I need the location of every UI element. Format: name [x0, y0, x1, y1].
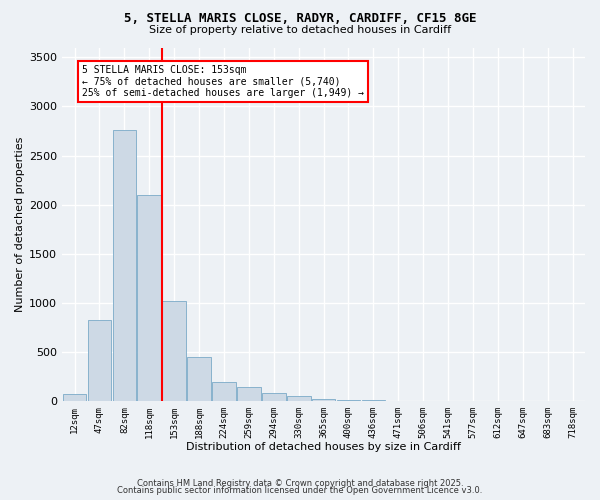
Bar: [163, 301, 186, 401]
Text: 5 STELLA MARIS CLOSE: 153sqm
← 75% of detached houses are smaller (5,740)
25% of: 5 STELLA MARIS CLOSE: 153sqm ← 75% of de…: [82, 65, 364, 98]
X-axis label: Distribution of detached houses by size in Cardiff: Distribution of detached houses by size …: [186, 442, 461, 452]
Bar: [63, 394, 86, 401]
Text: Size of property relative to detached houses in Cardiff: Size of property relative to detached ho…: [149, 25, 451, 35]
Bar: [287, 396, 311, 401]
Bar: [137, 195, 161, 401]
Bar: [113, 130, 136, 401]
Bar: [187, 356, 211, 401]
Y-axis label: Number of detached properties: Number of detached properties: [15, 136, 25, 312]
Text: Contains public sector information licensed under the Open Government Licence v3: Contains public sector information licen…: [118, 486, 482, 495]
Text: Contains HM Land Registry data © Crown copyright and database right 2025.: Contains HM Land Registry data © Crown c…: [137, 478, 463, 488]
Bar: [312, 399, 335, 401]
Bar: [212, 382, 236, 401]
Bar: [88, 320, 112, 401]
Bar: [362, 400, 385, 401]
Bar: [337, 400, 361, 401]
Bar: [237, 387, 261, 401]
Text: 5, STELLA MARIS CLOSE, RADYR, CARDIFF, CF15 8GE: 5, STELLA MARIS CLOSE, RADYR, CARDIFF, C…: [124, 12, 476, 26]
Bar: [262, 394, 286, 401]
